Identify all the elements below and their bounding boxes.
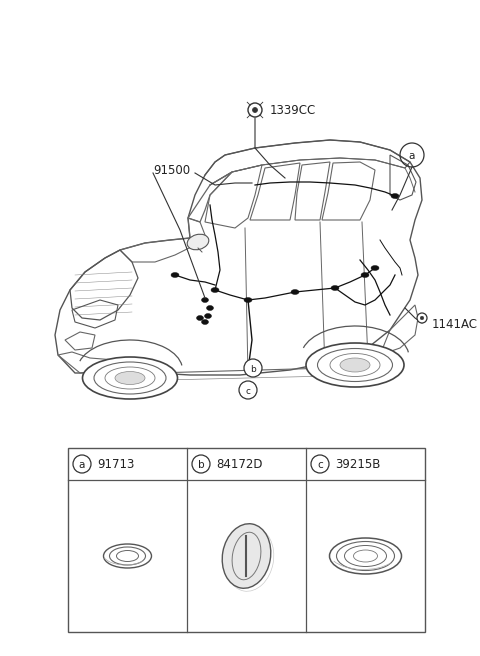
Ellipse shape [291,289,299,295]
Circle shape [248,103,262,117]
Text: 84172D: 84172D [216,459,263,472]
Ellipse shape [196,316,204,321]
Ellipse shape [391,194,399,199]
Text: b: b [198,460,204,470]
Text: b: b [250,365,256,373]
Ellipse shape [340,358,370,372]
Ellipse shape [361,272,369,277]
Circle shape [417,313,427,323]
Ellipse shape [187,234,209,250]
Bar [68,448,425,632]
Ellipse shape [329,538,401,574]
Circle shape [239,381,257,399]
Ellipse shape [206,306,214,310]
Ellipse shape [104,544,152,568]
Ellipse shape [117,550,139,562]
Text: c: c [245,386,251,396]
Ellipse shape [246,367,254,373]
Ellipse shape [115,371,145,384]
Circle shape [252,108,257,112]
Ellipse shape [353,550,377,562]
Ellipse shape [211,287,219,293]
Circle shape [244,359,262,377]
Ellipse shape [83,357,178,399]
Ellipse shape [371,266,379,270]
Ellipse shape [244,298,252,302]
Text: 91500: 91500 [153,163,190,176]
Text: 1141AC: 1141AC [432,319,478,331]
Text: 39215B: 39215B [335,459,380,472]
Ellipse shape [306,343,404,387]
Text: a: a [79,460,85,470]
Ellipse shape [204,314,212,319]
Text: a: a [409,151,415,161]
Ellipse shape [222,523,271,588]
Ellipse shape [331,285,339,291]
Text: c: c [317,460,323,470]
Ellipse shape [345,546,386,567]
Ellipse shape [202,298,208,302]
Ellipse shape [171,272,179,277]
Ellipse shape [202,319,208,325]
Text: 91713: 91713 [97,459,134,472]
Text: 1339CC: 1339CC [270,104,316,117]
Ellipse shape [109,547,145,565]
Ellipse shape [336,541,395,571]
Circle shape [420,316,424,320]
